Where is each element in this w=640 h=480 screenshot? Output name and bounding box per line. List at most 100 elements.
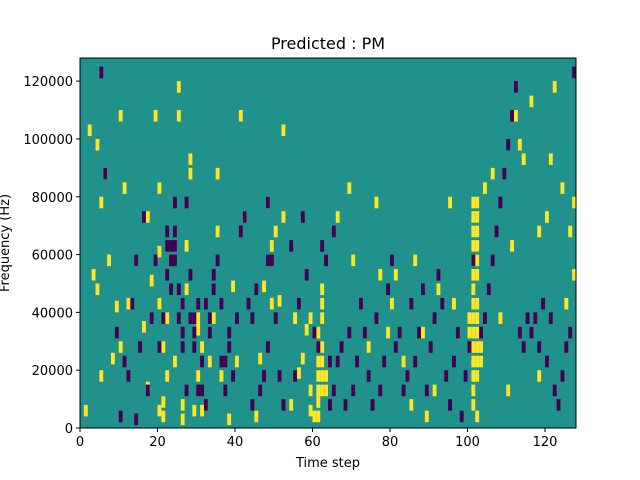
- heatmap-cell-high: [471, 283, 476, 296]
- heatmap-cell-low: [273, 312, 278, 324]
- heatmap-cell-low: [374, 312, 379, 324]
- x-tick-label: 80: [382, 435, 399, 450]
- x-axis-label: Time step: [295, 456, 360, 471]
- heatmap-cell-high: [161, 341, 166, 353]
- heatmap-cell-high: [479, 341, 484, 353]
- heatmap-cell-high: [165, 312, 170, 324]
- heatmap-cell-low: [227, 326, 232, 339]
- heatmap-cell-high: [424, 410, 429, 423]
- heatmap-cell-high: [471, 225, 476, 238]
- heatmap-cell-low: [192, 341, 197, 353]
- heatmap-cell-high: [300, 352, 305, 365]
- heatmap-cell-high: [227, 413, 232, 426]
- heatmap-cell-low: [242, 211, 247, 223]
- heatmap-cell-low: [118, 410, 123, 423]
- heatmap-cell-high: [475, 341, 480, 353]
- heatmap-cell-high: [289, 399, 294, 411]
- heatmap-cell-high: [316, 370, 321, 382]
- heatmap-cell-low: [99, 66, 104, 79]
- heatmap-cell-low: [560, 370, 565, 382]
- heatmap-cell-low: [238, 225, 243, 238]
- heatmap-cell-high: [413, 254, 418, 267]
- heatmap-cell-low: [541, 297, 546, 310]
- heatmap-cell-high: [176, 110, 181, 122]
- heatmap-cell-low: [452, 355, 456, 368]
- y-tick-label: 20000: [32, 364, 73, 379]
- heatmap-cell-high: [471, 341, 476, 353]
- heatmap-cell-high: [316, 384, 321, 397]
- heatmap-cell-high: [316, 396, 321, 408]
- heatmap-cell-high: [366, 341, 371, 353]
- heatmap-cell-low: [517, 326, 522, 339]
- heatmap-cell-high: [320, 312, 325, 324]
- heatmap-cell-high: [409, 399, 414, 411]
- heatmap-cell-high: [262, 280, 267, 293]
- heatmap-cell-low: [269, 254, 274, 267]
- heatmap-cell-high: [238, 110, 243, 122]
- heatmap-cell-low: [219, 355, 224, 368]
- heatmap-cell-low: [533, 312, 538, 324]
- heatmap-cell-low: [483, 312, 487, 324]
- heatmap-cell-low: [564, 341, 569, 353]
- chart-title: Predicted : PM: [271, 34, 385, 53]
- heatmap-cell-low: [165, 269, 170, 281]
- heatmap-cell-low: [347, 326, 352, 339]
- heatmap-cell-high: [390, 297, 394, 310]
- heatmap-cell-high: [316, 355, 321, 368]
- heatmap-cell-high: [188, 153, 193, 165]
- heatmap-cell-low: [176, 283, 181, 296]
- heatmap-cell-low: [537, 341, 542, 353]
- heatmap-cell-high: [471, 297, 476, 310]
- heatmap-cell-low: [161, 312, 166, 324]
- heatmap-cell-high: [351, 254, 356, 267]
- heatmap-cell-high: [471, 384, 476, 397]
- heatmap-cell-low: [188, 312, 193, 324]
- heatmap-cell-high: [552, 81, 557, 93]
- heatmap-cell-low: [211, 283, 216, 296]
- heatmap-cell-high: [475, 254, 480, 267]
- heatmap-cell-low: [149, 312, 154, 324]
- heatmap-cell-high: [510, 240, 515, 252]
- heatmap-cell-low: [331, 225, 336, 238]
- heatmap-cell-low: [572, 66, 577, 79]
- heatmap-cell-low: [316, 341, 321, 353]
- x-axis: 0 20 40 60 80 100 120: [76, 428, 557, 450]
- heatmap-cell-high: [320, 384, 325, 397]
- heatmap-cell-high: [548, 153, 553, 165]
- heatmap-cell-high: [149, 274, 154, 287]
- heatmap-cell-low: [436, 269, 441, 281]
- heatmap-cell-low: [331, 384, 336, 397]
- y-tick-label: 60000: [32, 249, 73, 264]
- heatmap-cell-high: [308, 312, 313, 324]
- heatmap-cell-high: [196, 312, 201, 324]
- heatmap-cell-low: [289, 240, 294, 252]
- heatmap-cell-high: [483, 182, 487, 194]
- heatmap-cell-high: [320, 370, 325, 382]
- heatmap-cell-low: [184, 384, 189, 397]
- heatmap-cell-low: [448, 399, 453, 411]
- heatmap-cell-high: [560, 182, 565, 194]
- heatmap-cell-high: [231, 280, 236, 293]
- heatmap-cell-high: [475, 196, 480, 209]
- heatmap-cell-low: [254, 283, 259, 296]
- heatmap-cell-high: [308, 384, 313, 397]
- heatmap-cell-high: [157, 182, 162, 194]
- heatmap-cell-high: [432, 384, 437, 397]
- heatmap-cell-high: [421, 326, 425, 339]
- heatmap-cell-high: [386, 326, 391, 339]
- heatmap-cell-low: [153, 254, 158, 267]
- heatmap-cell-low: [359, 297, 363, 310]
- heatmap-cell-low: [130, 297, 135, 310]
- heatmap-cell-high: [118, 341, 123, 353]
- heatmap-cell-high: [235, 355, 239, 368]
- heatmap-cell-low: [176, 312, 181, 324]
- heatmap-cell-low: [223, 384, 228, 397]
- heatmap-cell-high: [304, 323, 309, 336]
- heatmap-cell-high: [219, 370, 224, 382]
- heatmap-cell-low: [165, 225, 170, 238]
- heatmap-cell-high: [254, 410, 259, 423]
- heatmap-cell-low: [556, 399, 561, 411]
- heatmap-cell-low: [281, 399, 286, 411]
- heatmap-cell-low: [262, 370, 267, 382]
- heatmap-cell-low: [378, 384, 383, 397]
